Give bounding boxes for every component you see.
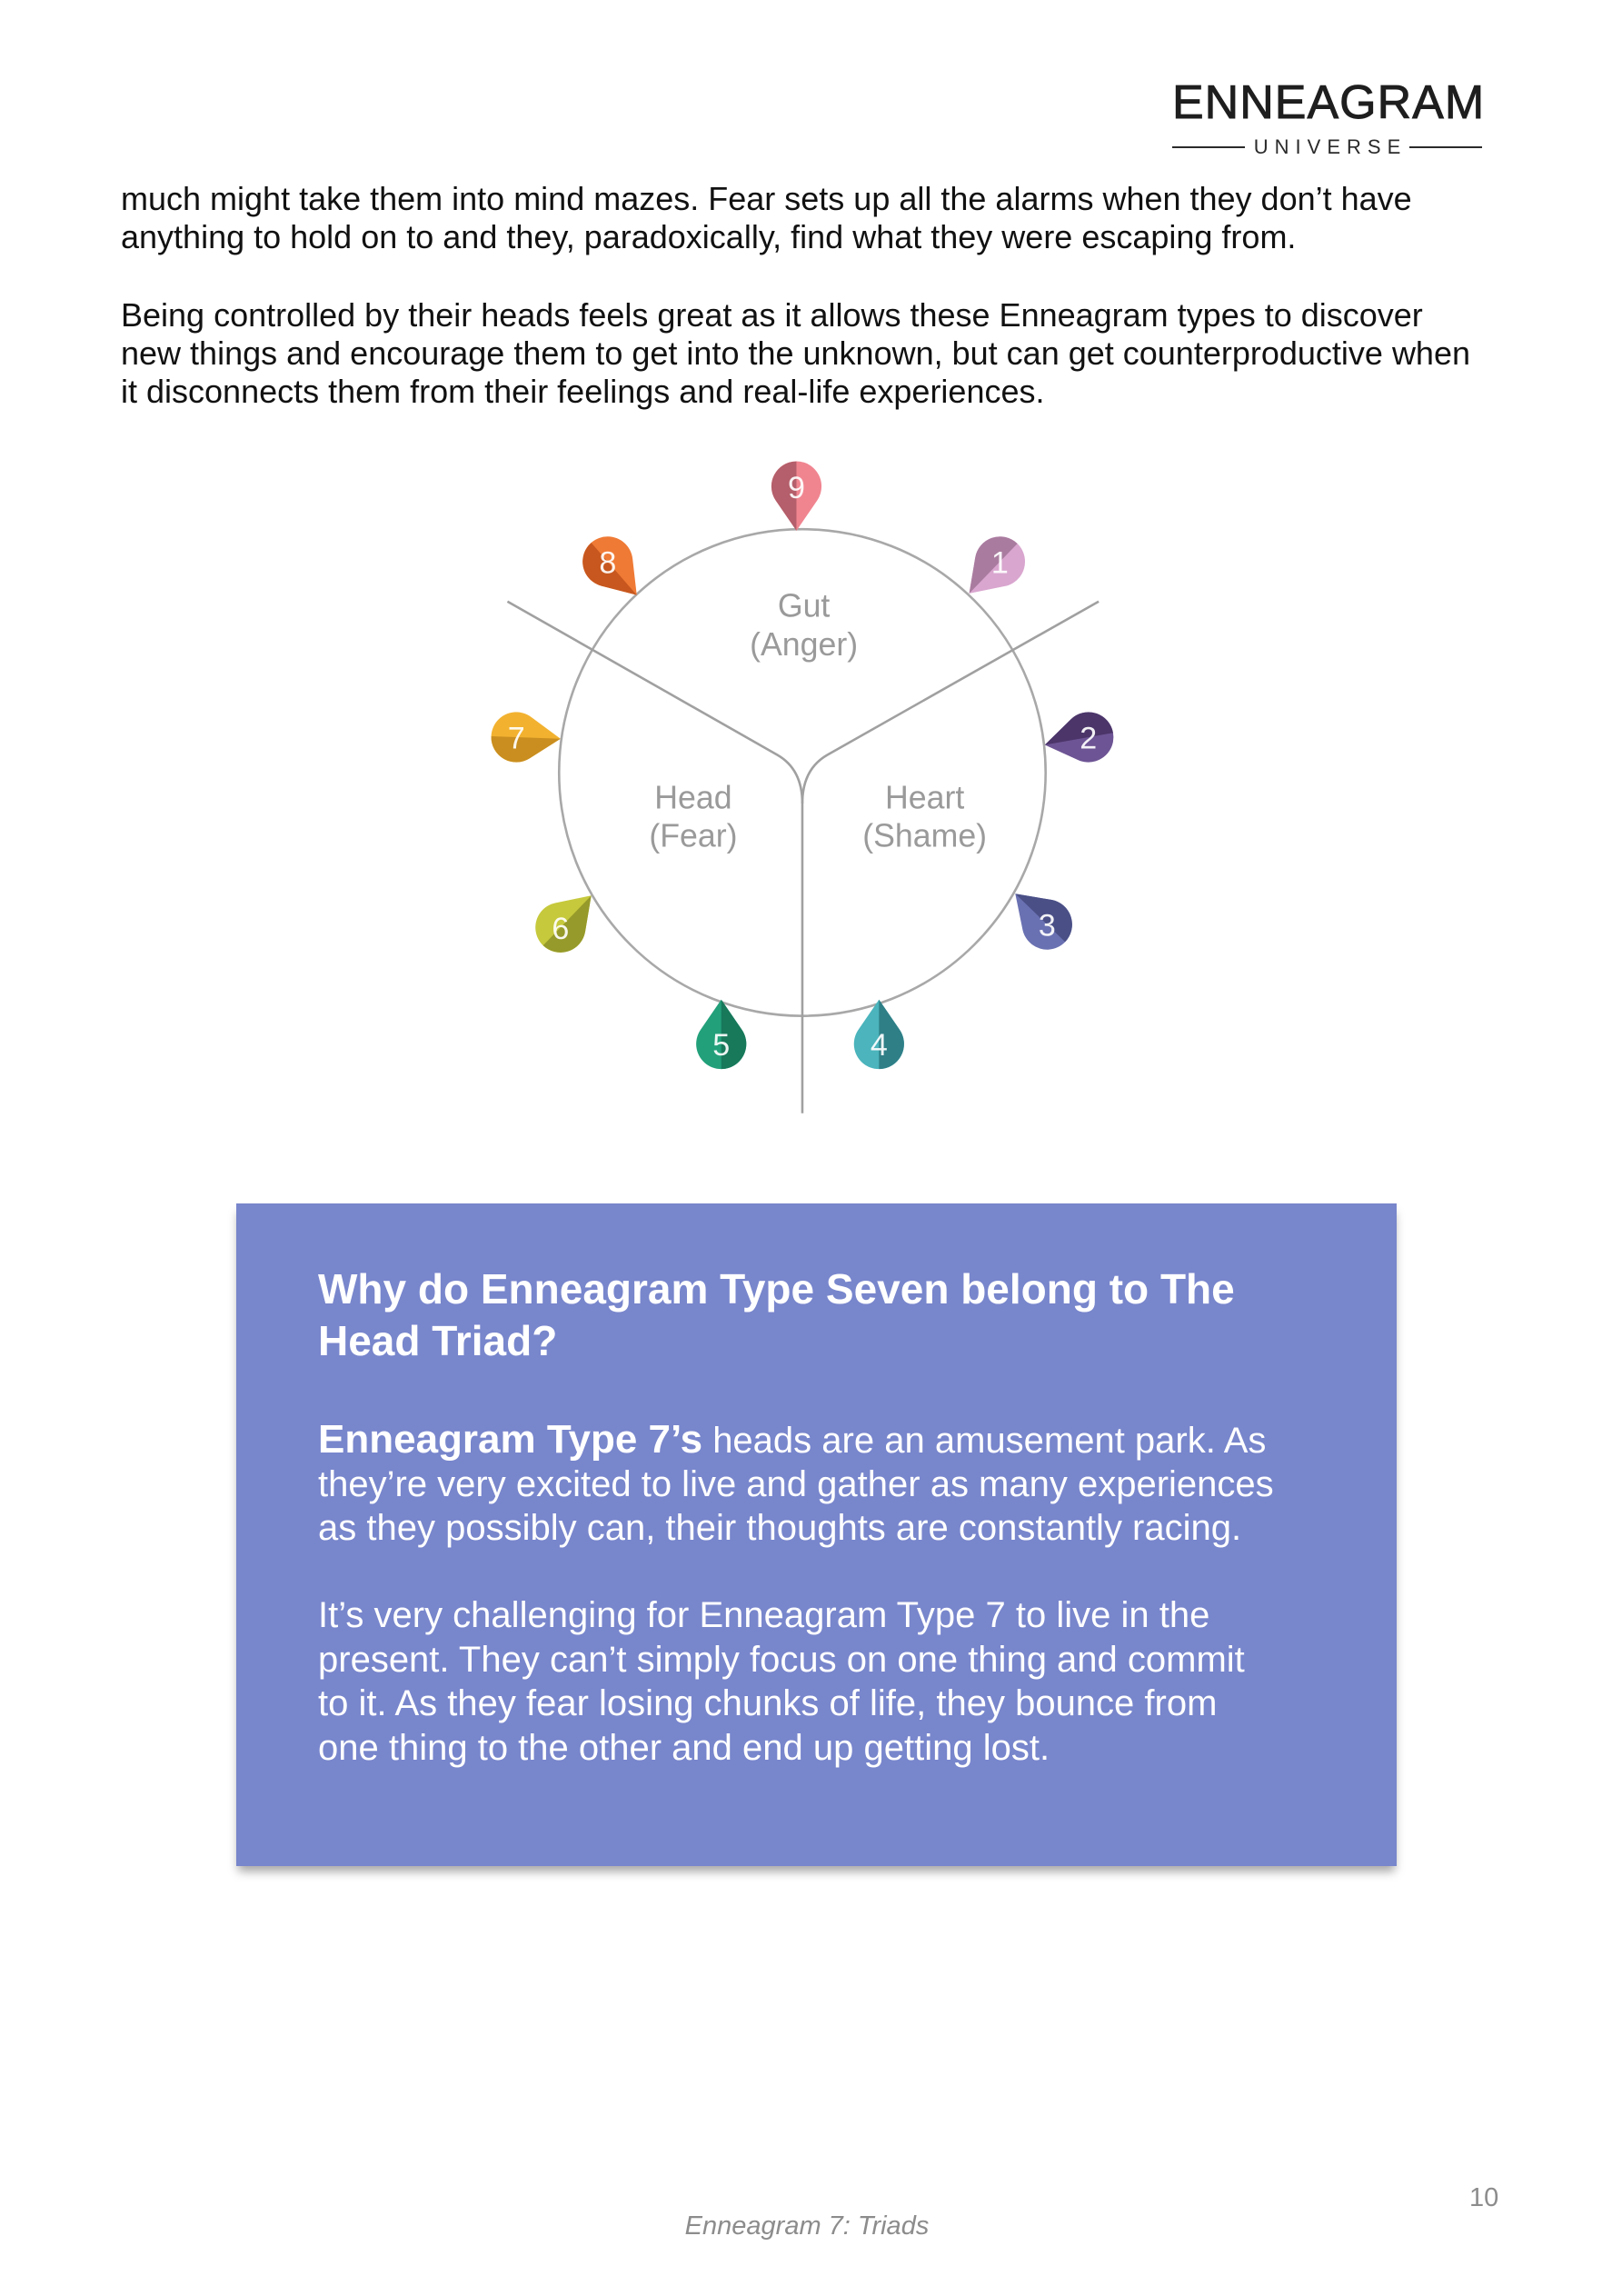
logo-rule-right [1409, 146, 1483, 148]
gut-center-label: Gut [778, 588, 831, 624]
pin-shade [542, 895, 592, 953]
pin-number: 4 [871, 1028, 888, 1063]
pin-number: 7 [508, 722, 525, 756]
triads-diagram: Gut (Anger) Head (Fear) Heart (Shame) 1 … [491, 461, 1114, 1113]
logo-wordmark: ENNEAGRAM [1172, 76, 1486, 129]
text-line: present. They can’t simply focus on one … [318, 1639, 1245, 1680]
pin-shade [721, 999, 747, 1070]
callout-paragraph-1: Enneagram Type 7’s heads are an amusemen… [318, 1418, 1274, 1550]
type-6-pin: 6 [535, 895, 592, 953]
gut-center-emotion: (Anger) [750, 626, 858, 663]
text-line: they’re very excited to live and gather … [318, 1464, 1274, 1504]
type-1-pin: 1 [969, 536, 1026, 594]
type-8-pin: 8 [582, 536, 637, 595]
callout-title: Why do Enneagram Type Seven belong to Th… [318, 1263, 1235, 1367]
head-center-emotion: (Fear) [649, 818, 737, 854]
footer-title: Enneagram 7: Triads [684, 2211, 930, 2241]
divider-gut-heart [801, 600, 1100, 804]
type-3-pin: 3 [1015, 893, 1072, 950]
pin-number: 5 [712, 1028, 730, 1063]
pin-shade [969, 536, 1018, 594]
callout-paragraph-2: It’s very challenging for Enneagram Type… [318, 1593, 1245, 1771]
brand-logo: ENNEAGRAM UNIVERSE [1172, 76, 1486, 170]
logo-rule-left [1172, 146, 1245, 148]
callout-box: Why do Enneagram Type Seven belong to Th… [236, 1203, 1397, 1866]
text-line: as they possibly can, their thoughts are… [318, 1508, 1242, 1548]
text-line: one thing to the other and end up gettin… [318, 1728, 1050, 1769]
type-9-pin: 9 [771, 461, 822, 531]
pin-number: 8 [599, 546, 616, 581]
pin-shade [1044, 712, 1113, 745]
intro-paragraph-1: much might take them into mind mazes. Fe… [121, 180, 1412, 256]
page-number: 10 [1469, 2183, 1499, 2212]
heart-center-label: Heart [885, 780, 964, 816]
pin-number: 9 [788, 471, 805, 505]
pin-number: 3 [1039, 909, 1056, 943]
type-2-pin: 2 [1044, 712, 1114, 763]
pin-shade [1015, 893, 1072, 943]
type-7-pin: 7 [491, 712, 561, 763]
pin-number: 2 [1080, 722, 1097, 756]
logo-subline: UNIVERSE [1172, 135, 1483, 158]
pin-shade [771, 461, 797, 531]
text-line: Head Triad? [318, 1317, 558, 1364]
head-center-label: Head [654, 780, 731, 816]
text-line: new things and encourage them to get int… [121, 334, 1470, 372]
text-line: it disconnects them from their feelings … [121, 373, 1045, 410]
text-line: Why do Enneagram Type Seven belong to Th… [318, 1265, 1235, 1313]
pin-shade [491, 736, 561, 763]
pin-number: 1 [991, 546, 1009, 581]
logo-subtitle: UNIVERSE [1253, 135, 1408, 158]
text-line: to it. As they fear losing chunks of lif… [318, 1683, 1218, 1724]
pin-shade [582, 543, 637, 595]
intro-paragraph-2: Being controlled by their heads feels gr… [121, 296, 1470, 411]
heart-center-emotion: (Shame) [862, 818, 987, 854]
pin-number: 6 [552, 912, 569, 946]
text-line: anything to hold on to and they, paradox… [121, 218, 1297, 255]
text-fragment: heads are an amusement park. As [712, 1421, 1267, 1461]
type-5-pin: 5 [696, 999, 747, 1070]
callout-lead: Enneagram Type 7’s [318, 1417, 703, 1462]
text-line: It’s very challenging for Enneagram Type… [318, 1595, 1210, 1635]
pin-shade [879, 999, 904, 1070]
text-line: much might take them into mind mazes. Fe… [121, 180, 1412, 217]
type-4-pin: 4 [853, 999, 904, 1070]
text-line: Enneagram Type 7’s heads are an amusemen… [318, 1418, 1274, 1462]
text-line: Being controlled by their heads feels gr… [121, 296, 1423, 334]
